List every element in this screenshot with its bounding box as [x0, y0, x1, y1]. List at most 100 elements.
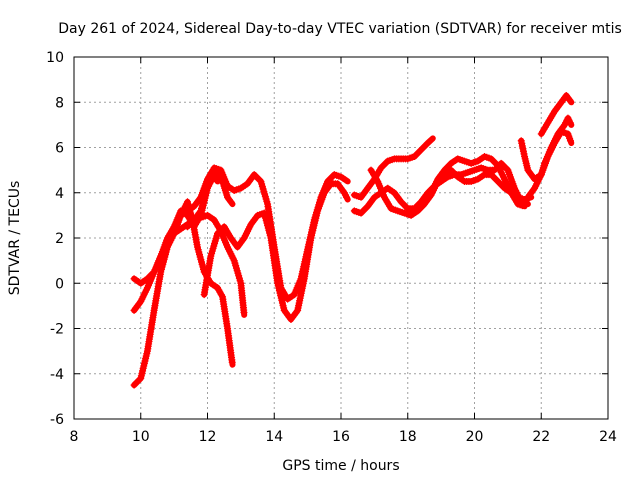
data-point-marker	[444, 163, 452, 171]
data-point-marker	[450, 170, 458, 178]
data-point-marker	[325, 176, 333, 184]
data-point-marker	[566, 96, 574, 104]
x-tick-label: 16	[332, 429, 350, 445]
data-point-marker	[183, 223, 191, 231]
tick-layer	[73, 56, 609, 420]
data-point-marker	[130, 381, 138, 389]
data-point-marker	[399, 199, 407, 207]
data-point-marker	[494, 177, 502, 185]
series-trace-6	[183, 173, 221, 231]
data-point-marker	[228, 358, 236, 366]
data-point-marker	[254, 174, 262, 182]
x-tick-label: 12	[199, 429, 217, 445]
data-point-marker	[341, 176, 349, 184]
data-point-marker	[252, 172, 260, 180]
series-trace-13	[524, 128, 575, 201]
series-trace-10	[407, 153, 528, 215]
chart-title: Day 261 of 2024, Sidereal Day-to-day VTE…	[58, 21, 622, 37]
data-point-marker	[212, 175, 220, 183]
y-tick-label: -2	[50, 322, 64, 338]
data-point-marker	[489, 157, 497, 165]
x-tick-label: 22	[532, 429, 550, 445]
data-point-marker	[502, 164, 510, 172]
data-point-marker	[343, 193, 351, 201]
x-tick-label: 20	[466, 429, 484, 445]
y-tick-label: 6	[55, 141, 64, 157]
data-point-marker	[148, 270, 156, 278]
data-point-marker	[240, 308, 248, 316]
x-tick-label: 8	[70, 429, 79, 445]
data-point-marker	[518, 202, 526, 210]
data-point-marker	[185, 221, 193, 229]
y-axis-label: SDTVAR / TECUs	[7, 181, 23, 296]
x-tick-label: 14	[265, 429, 283, 445]
data-point-marker	[188, 218, 196, 226]
data-point-marker	[410, 153, 418, 161]
data-point-marker	[362, 204, 370, 212]
data-point-marker	[400, 201, 408, 209]
data-point-marker	[324, 177, 332, 185]
data-point-marker	[379, 162, 387, 170]
data-point-marker	[135, 376, 143, 384]
data-point-marker	[327, 174, 335, 182]
data-point-marker	[442, 164, 450, 172]
data-point-marker	[380, 160, 388, 168]
data-point-marker	[566, 137, 574, 145]
data-point-marker	[377, 164, 385, 172]
data-point-marker	[382, 159, 390, 167]
x-tick-label: 24	[599, 429, 617, 445]
series-trace-8	[350, 135, 436, 201]
grid-layer	[74, 57, 608, 419]
data-point-marker	[422, 141, 430, 149]
data-point-marker	[489, 172, 497, 180]
data-point-marker	[417, 146, 425, 154]
data-point-marker	[215, 228, 223, 236]
data-point-marker	[147, 271, 155, 279]
data-point-marker	[447, 166, 455, 174]
data-point-marker	[145, 273, 153, 281]
y-tick-label: 8	[55, 95, 64, 111]
data-point-marker	[359, 207, 367, 215]
y-tick-label: -4	[50, 367, 64, 383]
data-point-marker	[132, 379, 140, 387]
y-tick-label: 0	[55, 276, 64, 292]
data-point-marker	[566, 119, 574, 127]
data-point-marker	[397, 198, 405, 206]
data-point-marker	[487, 171, 495, 179]
data-point-marker	[491, 158, 499, 166]
series-layer	[130, 91, 575, 389]
y-tick-label: 4	[55, 186, 64, 202]
data-point-marker	[492, 160, 500, 168]
data-point-marker	[487, 155, 495, 163]
data-point-marker	[420, 142, 428, 150]
x-axis-label: GPS time / hours	[282, 458, 399, 474]
data-point-marker	[496, 179, 504, 187]
data-point-marker	[360, 206, 368, 214]
data-point-marker	[414, 149, 422, 157]
data-point-marker	[419, 144, 427, 152]
data-point-marker	[452, 171, 460, 179]
data-point-marker	[425, 137, 433, 145]
series-trace-12	[537, 91, 575, 138]
data-point-marker	[440, 166, 448, 174]
data-point-marker	[415, 147, 423, 155]
data-point-marker	[187, 219, 195, 227]
series-trace-5	[130, 164, 351, 303]
data-point-marker	[492, 176, 500, 184]
data-point-marker	[329, 172, 337, 180]
x-tick-label: 10	[132, 429, 150, 445]
data-point-marker	[214, 229, 222, 237]
x-tick-label: 18	[399, 429, 417, 445]
data-point-marker	[427, 136, 435, 144]
data-point-marker	[491, 174, 499, 182]
data-point-marker	[143, 275, 151, 283]
data-point-marker	[357, 209, 365, 217]
y-tick-label: 10	[46, 50, 64, 66]
data-point-marker	[412, 151, 420, 159]
data-point-marker	[250, 171, 258, 179]
data-point-marker	[133, 378, 141, 386]
data-point-marker	[449, 168, 457, 176]
y-tick-label: -6	[50, 412, 64, 428]
